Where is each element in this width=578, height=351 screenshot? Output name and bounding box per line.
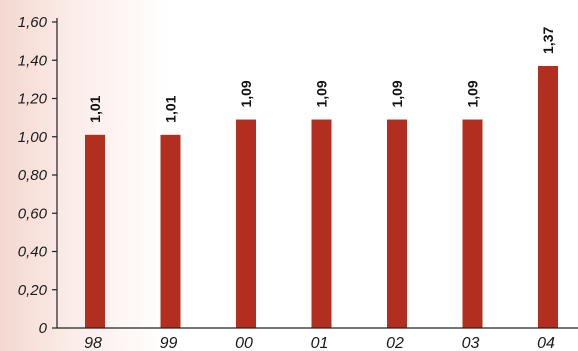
y-tick-label: 0,80: [18, 167, 48, 184]
bar: [538, 65, 558, 329]
bar: [311, 119, 332, 328]
y-axis-ticks: 0 0,20 0,40 0,60 0,80 1,00 1,20 1,40 1,60: [18, 14, 57, 337]
x-category-label: 04: [537, 335, 555, 351]
y-tick-label: 0,20: [18, 282, 48, 299]
bar: [387, 119, 407, 328]
y-tick-label: 1,60: [18, 14, 48, 31]
x-category-label: 00: [235, 335, 253, 351]
y-tick-label: 1,40: [18, 52, 48, 69]
y-tick-label: 1,20: [18, 91, 48, 108]
x-category-label: 01: [311, 335, 329, 351]
data-labels: 1,01 1,01 1,09 1,09 1,09 1,09 1,37: [87, 27, 556, 123]
y-tick-label: 1,00: [18, 129, 48, 146]
bar: [236, 119, 256, 328]
y-tick-label: 0,60: [18, 205, 48, 222]
bar-data-label: 1,37: [540, 27, 556, 54]
x-category-label: 98: [84, 335, 102, 351]
x-category-label: 03: [462, 335, 480, 351]
x-category-label: 99: [160, 335, 178, 351]
x-category-label: 02: [386, 335, 404, 351]
bar-data-label: 1,09: [238, 80, 254, 107]
y-tick-label: 0,40: [18, 244, 48, 261]
bars: [85, 65, 558, 329]
bar-data-label: 1,09: [314, 80, 330, 107]
bar-data-label: 1,09: [465, 80, 481, 107]
y-tick-label: 0: [39, 320, 48, 337]
x-axis-labels: 98 99 00 01 02 03 04: [84, 335, 555, 351]
bar-data-label: 1,09: [389, 80, 405, 107]
bar: [160, 134, 181, 328]
bar-data-label: 1,01: [87, 95, 103, 122]
bar-data-label: 1,01: [163, 95, 179, 122]
bar: [462, 119, 483, 328]
bar: [85, 134, 105, 328]
